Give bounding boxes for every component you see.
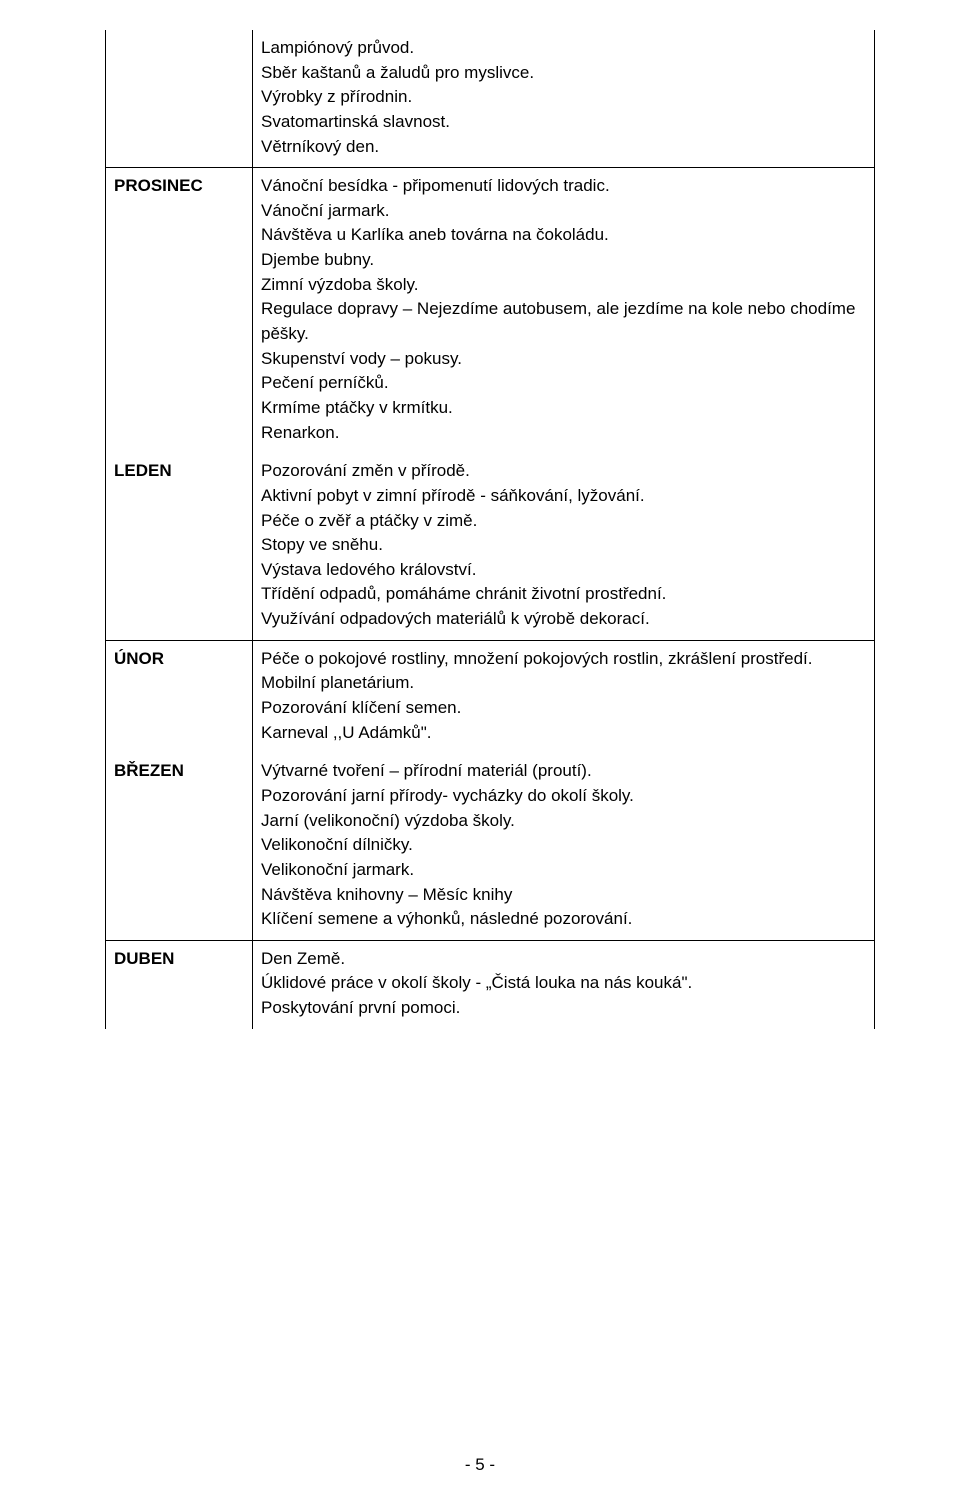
page: Lampiónový průvod. Sběr kaštanů a žaludů…: [0, 0, 960, 1503]
activity-line: Pozorování jarní přírody- vycházky do ok…: [261, 784, 864, 809]
activity-line: Klíčení semene a výhonků, následné pozor…: [261, 907, 864, 932]
activity-line: Stopy ve sněhu.: [261, 533, 864, 558]
month-label: PROSINEC: [114, 176, 203, 195]
activity-line: Výrobky z přírodnin.: [261, 85, 864, 110]
month-cell-leden: LEDEN: [106, 453, 253, 640]
activity-line: Velikonoční jarmark.: [261, 858, 864, 883]
content-cell-leden: Pozorování změn v přírodě. Aktivní pobyt…: [253, 453, 875, 640]
activity-line: Pečení perníčků.: [261, 371, 864, 396]
activity-line: Využívání odpadových materiálů k výrobě …: [261, 607, 864, 632]
activity-line: Větrníkový den.: [261, 135, 864, 160]
activity-line: Vánoční besídka - připomenutí lidových t…: [261, 174, 864, 199]
plan-table: Lampiónový průvod. Sběr kaštanů a žaludů…: [105, 30, 875, 1029]
activity-line: Vánoční jarmark.: [261, 199, 864, 224]
activity-line: Péče o zvěř a ptáčky v zimě.: [261, 509, 864, 534]
table-row: DUBEN Den Země. Úklidové práce v okolí š…: [106, 940, 875, 1028]
page-number: - 5 -: [0, 1455, 960, 1475]
month-label: BŘEZEN: [114, 761, 184, 780]
activity-line: Regulace dopravy – Nejezdíme autobusem, …: [261, 297, 864, 346]
activity-line: Renarkon.: [261, 421, 864, 446]
activity-line: Lampiónový průvod.: [261, 36, 864, 61]
activity-line: Úklidové práce v okolí školy - „Čistá lo…: [261, 971, 864, 996]
content-cell-brezen: Výtvarné tvoření – přírodní materiál (pr…: [253, 753, 875, 940]
activity-line: Pozorování změn v přírodě.: [261, 459, 864, 484]
table-row: BŘEZEN Výtvarné tvoření – přírodní mater…: [106, 753, 875, 940]
content-cell-unor: Péče o pokojové rostliny, množení pokojo…: [253, 640, 875, 753]
month-label: ÚNOR: [114, 649, 164, 668]
month-label: LEDEN: [114, 461, 172, 480]
activity-line: Mobilní planetárium.: [261, 671, 864, 696]
content-cell-intro: Lampiónový průvod. Sběr kaštanů a žaludů…: [253, 30, 875, 168]
activity-line: Zimní výzdoba školy.: [261, 273, 864, 298]
month-cell-unor: ÚNOR: [106, 640, 253, 753]
activity-line: Velikonoční dílničky.: [261, 833, 864, 858]
activity-line: Péče o pokojové rostliny, množení pokojo…: [261, 647, 864, 672]
activity-line: Skupenství vody – pokusy.: [261, 347, 864, 372]
activity-line: Den Země.: [261, 947, 864, 972]
month-cell-duben: DUBEN: [106, 940, 253, 1028]
month-cell-empty: [106, 30, 253, 168]
table-row: PROSINEC Vánoční besídka - připomenutí l…: [106, 168, 875, 454]
activity-line: Návštěva knihovny – Měsíc knihy: [261, 883, 864, 908]
activity-line: Návštěva u Karlíka aneb továrna na čokol…: [261, 223, 864, 248]
activity-line: Výtvarné tvoření – přírodní materiál (pr…: [261, 759, 864, 784]
activity-line: Třídění odpadů, pomáháme chránit životní…: [261, 582, 864, 607]
month-cell-brezen: BŘEZEN: [106, 753, 253, 940]
activity-line: Svatomartinská slavnost.: [261, 110, 864, 135]
table-row: LEDEN Pozorování změn v přírodě. Aktivní…: [106, 453, 875, 640]
activity-line: Djembe bubny.: [261, 248, 864, 273]
content-cell-duben: Den Země. Úklidové práce v okolí školy -…: [253, 940, 875, 1028]
month-label: DUBEN: [114, 949, 174, 968]
activity-line: Jarní (velikonoční) výzdoba školy.: [261, 809, 864, 834]
table-row: ÚNOR Péče o pokojové rostliny, množení p…: [106, 640, 875, 753]
table-row: Lampiónový průvod. Sběr kaštanů a žaludů…: [106, 30, 875, 168]
activity-line: Výstava ledového království.: [261, 558, 864, 583]
activity-line: Aktivní pobyt v zimní přírodě - sáňkován…: [261, 484, 864, 509]
activity-line: Krmíme ptáčky v krmítku.: [261, 396, 864, 421]
activity-line: Sběr kaštanů a žaludů pro myslivce.: [261, 61, 864, 86]
activity-line: Pozorování klíčení semen.: [261, 696, 864, 721]
activity-line: Karneval ,,U Adámků".: [261, 721, 864, 746]
content-cell-prosinec: Vánoční besídka - připomenutí lidových t…: [253, 168, 875, 454]
activity-line: Poskytování první pomoci.: [261, 996, 864, 1021]
month-cell-prosinec: PROSINEC: [106, 168, 253, 454]
